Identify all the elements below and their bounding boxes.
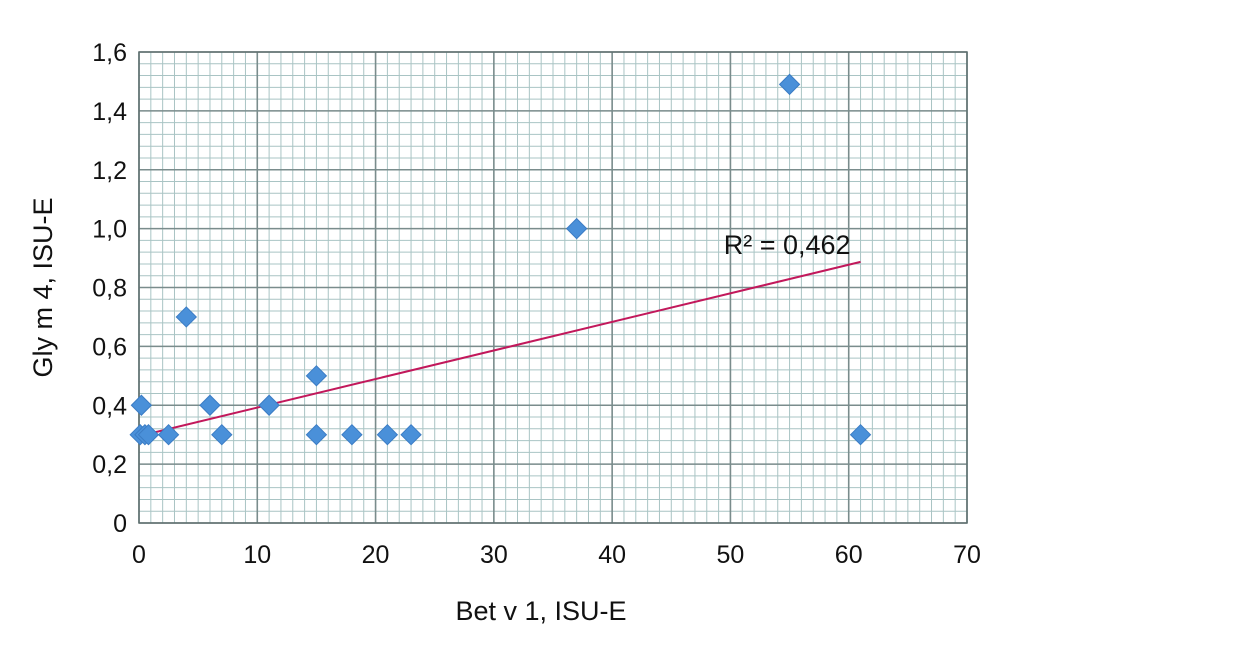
- data-point: [258, 394, 280, 416]
- y-tick-label: 1,0: [92, 216, 127, 244]
- x-tick-label: 70: [953, 541, 981, 569]
- data-point: [341, 423, 363, 446]
- r-squared-annotation: R² = 0,462: [724, 230, 851, 260]
- y-tick-label: 0: [113, 510, 127, 538]
- y-tick-label: 0,8: [92, 275, 127, 303]
- y-tick-label: 1,4: [92, 98, 127, 126]
- data-point: [400, 423, 422, 446]
- x-tick-label: 0: [132, 541, 146, 569]
- data-point: [849, 423, 872, 446]
- data-point: [778, 73, 801, 96]
- data-point: [305, 423, 328, 446]
- x-tick-label: 60: [835, 541, 863, 569]
- y-tick-label: 1,2: [92, 157, 127, 185]
- data-point: [305, 365, 328, 387]
- x-axis-title: Bet v 1, ISU-E: [455, 596, 626, 626]
- x-tick-label: 30: [480, 541, 508, 569]
- x-tick-label: 10: [243, 541, 271, 569]
- x-tick-label: 40: [598, 541, 626, 569]
- y-tick-label: 0,2: [92, 451, 127, 479]
- plot-frame: [138, 51, 968, 524]
- data-point: [199, 394, 221, 416]
- y-tick-label: 0,6: [92, 333, 127, 361]
- x-tick-label: 50: [717, 541, 745, 569]
- data-points: [129, 73, 872, 446]
- data-point: [376, 423, 399, 446]
- data-point: [175, 306, 198, 328]
- data-point: [130, 394, 153, 416]
- trendline: [138, 260, 861, 438]
- data-point: [211, 423, 233, 446]
- y-tick-label: 0,4: [92, 392, 127, 420]
- y-tick-label: 1,6: [92, 39, 127, 67]
- data-point: [157, 423, 180, 446]
- data-point: [565, 217, 588, 240]
- data-point: [137, 423, 160, 446]
- x-axis-tick-labels: 0 10 20 30 40 50 60 70: [132, 541, 981, 569]
- x-tick-label: 20: [362, 541, 390, 569]
- y-axis-tick-labels: 0 0,2 0,4 0,6 0,8 1,0 1,2 1,4 1,6: [92, 39, 127, 538]
- y-axis-title: Gly m 4, ISU-E: [28, 197, 58, 377]
